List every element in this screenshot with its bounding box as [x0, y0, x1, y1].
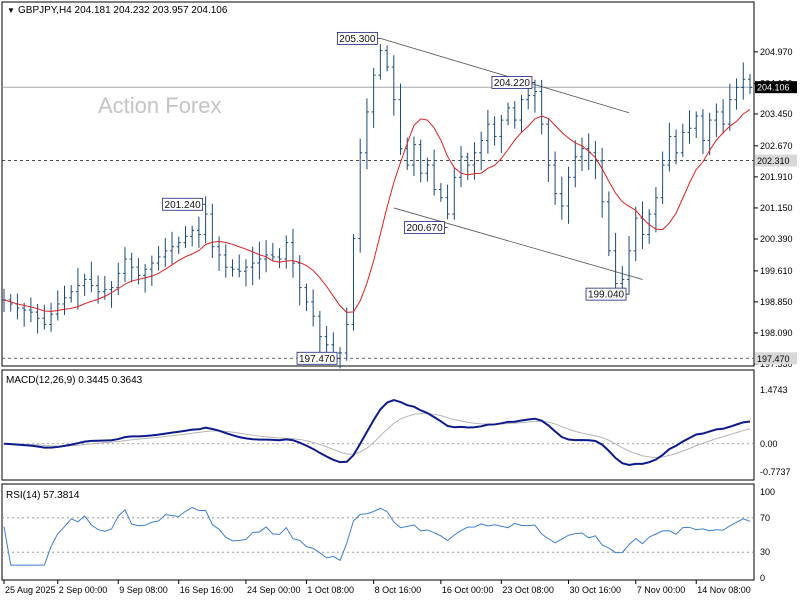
- annotation-box: [404, 221, 445, 234]
- rsi-tick-label: 70: [760, 513, 770, 523]
- x-tick-label: 30 Oct 16:00: [570, 585, 622, 595]
- annotation-label: 197.470: [299, 354, 336, 365]
- y-tick-label: 200.390: [760, 234, 793, 244]
- x-tick-label: 7 Nov 00:00: [637, 585, 686, 595]
- x-tick-label: 14 Nov 08:00: [697, 585, 751, 595]
- annotation-label: 205.300: [339, 34, 376, 45]
- x-tick-label: 1 Oct 08:00: [307, 585, 354, 595]
- watermark: Action Forex: [98, 93, 222, 118]
- x-tick-label: 16 Oct 00:00: [442, 585, 494, 595]
- annotation-label: 201.240: [165, 200, 202, 211]
- y-tick-label: 201.150: [760, 203, 793, 213]
- annotation-box: [296, 351, 338, 365]
- rsi-line: [3, 506, 751, 566]
- price-axis-badge: [755, 352, 797, 365]
- rsi-tick-label: 0: [760, 573, 765, 583]
- y-tick-label: 199.610: [760, 266, 793, 276]
- x-tick-label: 23 Oct 08:00: [502, 585, 554, 595]
- y-tick-label: 198.090: [760, 328, 793, 338]
- annotation-label: 204.220: [494, 78, 531, 89]
- macd-main-line: [3, 398, 751, 467]
- y-tick-label: 198.850: [760, 297, 793, 307]
- y-tick-label: 204.970: [760, 47, 793, 57]
- main-panel-frame: [1, 1, 755, 367]
- y-tick-label: 201.910: [760, 172, 793, 182]
- price-axis-badge-label: 204.106: [757, 83, 790, 93]
- price-axis-badge: [755, 154, 797, 167]
- trendline-0: [380, 38, 630, 114]
- rsi-panel-frame: [1, 483, 755, 581]
- moving-average-line: [3, 109, 751, 313]
- macd-tick-label: -0.7737: [760, 467, 791, 477]
- annotation-box: [336, 31, 378, 45]
- annotation-box: [585, 287, 627, 301]
- x-tick-label: 2 Sep 00:00: [59, 585, 108, 595]
- annotation-box: [491, 76, 533, 89]
- macd-tick-label: 0.00: [760, 439, 778, 449]
- menu-triangle-icon[interactable]: ▼: [7, 6, 15, 15]
- price-axis-badge-label: 202.310: [757, 156, 790, 166]
- x-tick-label: 9 Sep 08:00: [119, 585, 168, 595]
- macd-label: MACD(12,26,9) 0.3445 0.3643: [6, 375, 143, 386]
- macd-tick-label: 1.4743: [760, 385, 788, 395]
- rsi-tick-label: 100: [760, 487, 775, 497]
- x-tick-label: 8 Oct 16:00: [375, 585, 422, 595]
- trendline-1: [393, 207, 643, 280]
- annotation-label: 199.040: [588, 290, 625, 301]
- rsi-tick-label: 30: [760, 547, 770, 557]
- macd-signal-line: [3, 412, 751, 459]
- rsi-label: RSI(14) 57.3814: [6, 490, 80, 501]
- price-axis-badge-label: 197.470: [757, 354, 790, 364]
- y-tick-label: 203.450: [760, 109, 793, 119]
- macd-panel-frame: [1, 369, 755, 481]
- x-tick-label: 16 Sep 16:00: [180, 585, 234, 595]
- x-tick-label: 24 Sep 00:00: [247, 585, 301, 595]
- annotation-label: 200.670: [406, 223, 443, 234]
- price-axis-badge: [755, 81, 797, 94]
- annotation-box: [162, 197, 204, 211]
- y-tick-label: 202.670: [760, 141, 793, 151]
- symbol-header: GBPJPY,H4 204.181 204.232 203.957 204.10…: [18, 5, 228, 16]
- x-tick-label: 25 Aug 2025: [5, 585, 56, 595]
